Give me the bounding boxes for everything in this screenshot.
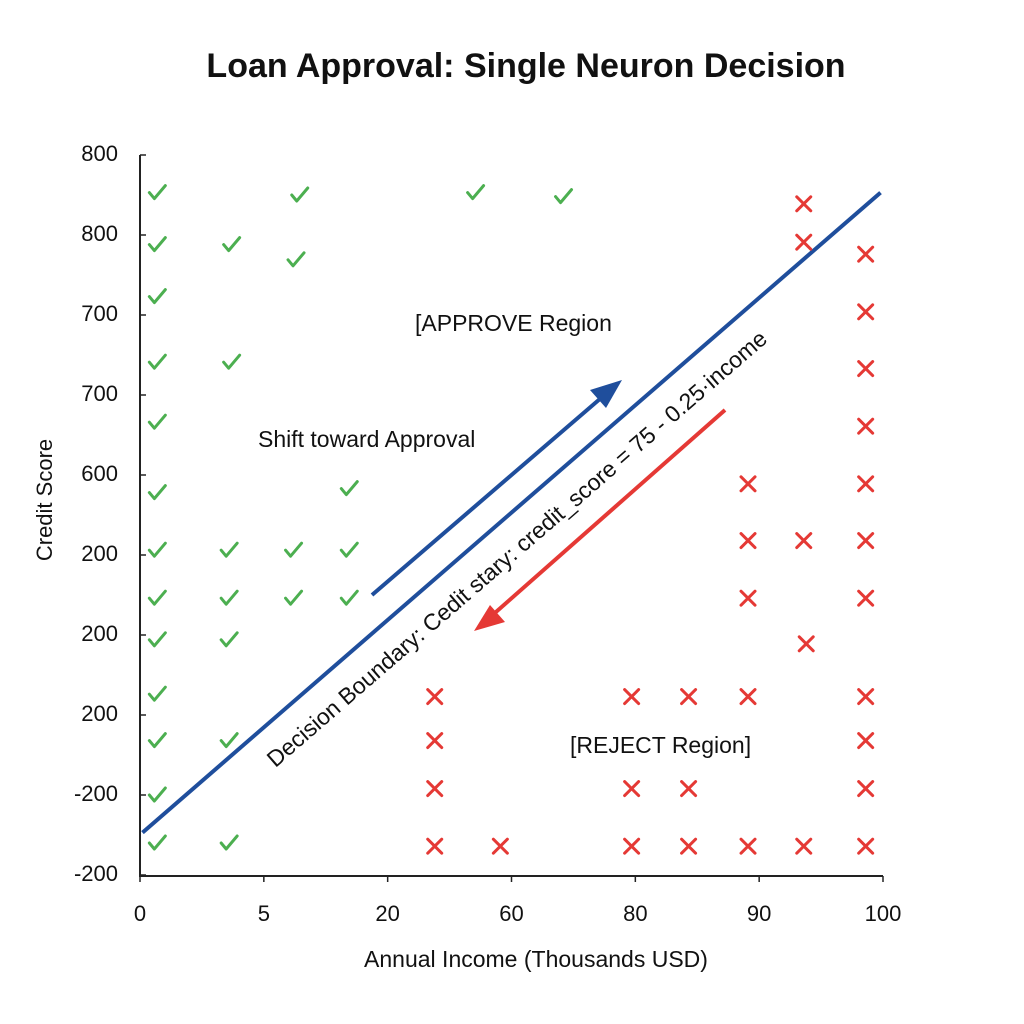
check-marker: [147, 541, 167, 558]
y-tick-label: -200: [74, 861, 118, 886]
cross-marker: [857, 303, 875, 321]
x-tick-label: 100: [865, 901, 902, 926]
cross-marker: [739, 589, 757, 607]
annotation: Shift toward Approval: [258, 426, 475, 452]
cross-marker: [857, 780, 875, 798]
arrow-shaft: [370, 390, 610, 597]
check-marker: [147, 236, 167, 253]
check-marker: [286, 251, 306, 268]
cross-marker: [680, 837, 698, 855]
check-marker: [147, 834, 167, 851]
cross-marker: [680, 688, 698, 706]
cross-marker: [739, 475, 757, 493]
y-tick-label: 700: [81, 381, 118, 406]
check-marker: [466, 184, 486, 201]
check-marker: [219, 732, 239, 749]
y-tick-label: 200: [81, 621, 118, 646]
x-tick-label: 0: [134, 901, 146, 926]
check-marker: [147, 413, 167, 430]
x-tick-label: 5: [258, 901, 270, 926]
check-marker: [219, 541, 239, 558]
check-marker: [219, 631, 239, 648]
check-marker: [147, 484, 167, 501]
cross-marker: [623, 780, 641, 798]
cross-marker: [739, 688, 757, 706]
y-axis-label: Credit Score: [32, 439, 57, 561]
cross-marker: [857, 732, 875, 750]
y-tick-label: -200: [74, 781, 118, 806]
check-marker: [222, 236, 242, 253]
y-tick-label: 700: [81, 301, 118, 326]
cross-marker: [491, 837, 509, 855]
cross-marker: [857, 245, 875, 263]
cross-marker: [795, 837, 813, 855]
annotation: [APPROVE Region: [415, 310, 612, 336]
arrow-head: [590, 380, 622, 408]
plot-area: -200 -200 200 200 200 600 700 700 800 800 0 5 20 60 80…: [74, 141, 901, 926]
decision-boundary: [141, 191, 882, 835]
y-tick-label: 800: [81, 221, 118, 246]
cross-marker: [426, 837, 444, 855]
check-marker: [147, 184, 167, 201]
arrow-head: [474, 605, 505, 631]
check-marker: [219, 589, 239, 606]
check-marker: [147, 288, 167, 305]
cross-marker: [426, 688, 444, 706]
check-marker: [339, 589, 359, 606]
cross-marker: [795, 195, 813, 213]
x-tick-label: 90: [747, 901, 771, 926]
cross-marker: [739, 837, 757, 855]
check-marker: [147, 631, 167, 648]
arrow-shaft: [486, 408, 727, 621]
x-tick-label: 60: [499, 901, 523, 926]
check-marker: [222, 353, 242, 370]
cross-marker: [680, 780, 698, 798]
check-marker: [339, 541, 359, 558]
cross-marker: [857, 837, 875, 855]
cross-marker: [739, 532, 757, 550]
y-tick-label: 800: [81, 141, 118, 166]
check-marker: [554, 188, 574, 205]
check-marker: [290, 186, 310, 203]
cross-marker: [857, 589, 875, 607]
cross-marker: [857, 360, 875, 378]
check-marker: [147, 589, 167, 606]
check-marker: [284, 589, 304, 606]
x-tick-label: 80: [623, 901, 647, 926]
cross-marker: [857, 688, 875, 706]
cross-marker: [623, 837, 641, 855]
x-axis-label: Annual Income (Thousands USD): [364, 946, 708, 972]
y-tick-label: 600: [81, 461, 118, 486]
check-marker: [339, 480, 359, 497]
cross-marker: [623, 688, 641, 706]
check-marker: [147, 353, 167, 370]
cross-marker: [795, 532, 813, 550]
x-tick-label: 20: [375, 901, 399, 926]
annotation: [REJECT Region]: [570, 732, 751, 758]
y-tick-label: 200: [81, 701, 118, 726]
y-tick-label: 200: [81, 541, 118, 566]
check-marker: [147, 732, 167, 749]
cross-marker: [795, 233, 813, 251]
check-marker: [147, 685, 167, 702]
cross-marker: [797, 635, 815, 653]
cross-marker: [857, 532, 875, 550]
cross-marker: [857, 417, 875, 435]
cross-marker: [426, 732, 444, 750]
check-marker: [284, 541, 304, 558]
check-marker: [147, 786, 167, 803]
cross-marker: [426, 780, 444, 798]
chart-title: Loan Approval: Single Neuron Decision: [206, 47, 845, 85]
check-marker: [219, 834, 239, 851]
cross-marker: [857, 475, 875, 493]
